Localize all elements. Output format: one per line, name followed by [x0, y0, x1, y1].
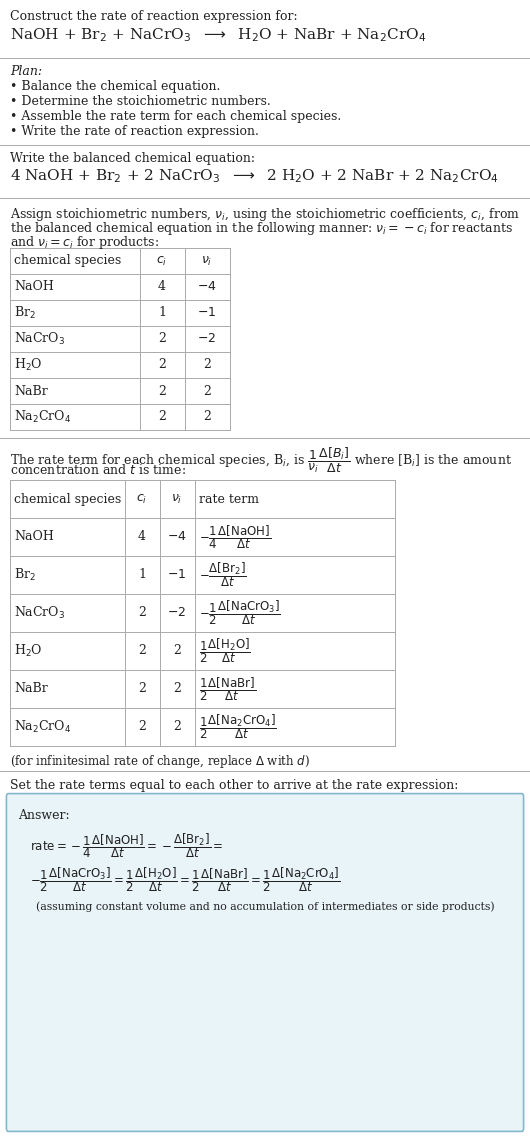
Text: $-1$: $-1$	[197, 307, 217, 319]
Text: $-\dfrac{1}{4}\dfrac{\Delta[\mathrm{NaOH}]}{\Delta t}$: $-\dfrac{1}{4}\dfrac{\Delta[\mathrm{NaOH…	[199, 524, 271, 551]
Text: $\nu_i$: $\nu_i$	[171, 492, 183, 506]
Text: NaBr: NaBr	[14, 384, 48, 398]
Text: 2: 2	[158, 384, 166, 398]
Text: rate term: rate term	[199, 493, 259, 506]
Text: Plan:: Plan:	[10, 65, 42, 78]
Text: Answer:: Answer:	[18, 809, 69, 822]
Text: Construct the rate of reaction expression for:: Construct the rate of reaction expressio…	[10, 10, 298, 23]
Text: $\dfrac{1}{2}\dfrac{\Delta[\mathrm{NaBr}]}{\Delta t}$: $\dfrac{1}{2}\dfrac{\Delta[\mathrm{NaBr}…	[199, 675, 256, 703]
Text: 2: 2	[138, 720, 146, 734]
Text: $c_i$: $c_i$	[136, 492, 148, 506]
Text: chemical species: chemical species	[14, 493, 121, 506]
Text: 2: 2	[158, 410, 166, 424]
Text: Assign stoichiometric numbers, $\nu_i$, using the stoichiometric coefficients, $: Assign stoichiometric numbers, $\nu_i$, …	[10, 206, 520, 223]
Text: chemical species: chemical species	[14, 254, 121, 267]
Text: 4: 4	[138, 531, 146, 543]
Text: • Write the rate of reaction expression.: • Write the rate of reaction expression.	[10, 125, 259, 137]
Text: Set the rate terms equal to each other to arrive at the rate expression:: Set the rate terms equal to each other t…	[10, 779, 458, 792]
Text: NaOH + Br$_2$ + NaCrO$_3$  $\longrightarrow$  H$_2$O + NaBr + Na$_2$CrO$_4$: NaOH + Br$_2$ + NaCrO$_3$ $\longrightarr…	[10, 26, 426, 43]
Text: $c_i$: $c_i$	[156, 254, 167, 268]
Text: $-\dfrac{\Delta[\mathrm{Br}_2]}{\Delta t}$: $-\dfrac{\Delta[\mathrm{Br}_2]}{\Delta t…	[199, 560, 246, 590]
Text: H$_2$O: H$_2$O	[14, 357, 42, 373]
Text: $-2$: $-2$	[198, 333, 217, 345]
Text: and $\nu_i = c_i$ for products:: and $\nu_i = c_i$ for products:	[10, 234, 159, 251]
Text: Write the balanced chemical equation:: Write the balanced chemical equation:	[10, 152, 255, 165]
Text: 1: 1	[138, 568, 146, 582]
Text: NaCrO$_3$: NaCrO$_3$	[14, 331, 65, 348]
Text: $-1$: $-1$	[167, 568, 187, 582]
Text: Br$_2$: Br$_2$	[14, 304, 36, 321]
Text: 2: 2	[173, 720, 181, 734]
Text: the balanced chemical equation in the following manner: $\nu_i = -c_i$ for react: the balanced chemical equation in the fo…	[10, 220, 513, 237]
Text: • Determine the stoichiometric numbers.: • Determine the stoichiometric numbers.	[10, 95, 271, 108]
Text: 4 NaOH + Br$_2$ + 2 NaCrO$_3$  $\longrightarrow$  2 H$_2$O + 2 NaBr + 2 Na$_2$Cr: 4 NaOH + Br$_2$ + 2 NaCrO$_3$ $\longrigh…	[10, 167, 499, 185]
Text: The rate term for each chemical species, B$_i$, is $\dfrac{1}{\nu_i}\dfrac{\Delt: The rate term for each chemical species,…	[10, 446, 512, 475]
Text: $-4$: $-4$	[197, 281, 217, 293]
Text: 1: 1	[158, 307, 166, 319]
Text: • Balance the chemical equation.: • Balance the chemical equation.	[10, 80, 220, 93]
Text: Na$_2$CrO$_4$: Na$_2$CrO$_4$	[14, 409, 72, 425]
Text: 2: 2	[138, 607, 146, 619]
Text: Na$_2$CrO$_4$: Na$_2$CrO$_4$	[14, 719, 72, 735]
Text: NaBr: NaBr	[14, 683, 48, 695]
Text: • Assemble the rate term for each chemical species.: • Assemble the rate term for each chemic…	[10, 110, 341, 123]
Text: NaOH: NaOH	[14, 281, 54, 293]
Text: 2: 2	[203, 359, 211, 371]
Text: $-2$: $-2$	[167, 607, 187, 619]
Text: Br$_2$: Br$_2$	[14, 567, 36, 583]
Text: $-\dfrac{1}{2}\dfrac{\Delta[\mathrm{NaCrO}_3]}{\Delta t} = \dfrac{1}{2}\dfrac{\D: $-\dfrac{1}{2}\dfrac{\Delta[\mathrm{NaCr…	[30, 864, 340, 894]
Text: 2: 2	[138, 644, 146, 658]
Text: $\mathrm{rate} = -\dfrac{1}{4}\dfrac{\Delta[\mathrm{NaOH}]}{\Delta t} = -\dfrac{: $\mathrm{rate} = -\dfrac{1}{4}\dfrac{\De…	[30, 832, 224, 860]
Text: (assuming constant volume and no accumulation of intermediates or side products): (assuming constant volume and no accumul…	[36, 901, 494, 911]
Text: 4: 4	[158, 281, 166, 293]
Text: 2: 2	[173, 683, 181, 695]
Text: $-4$: $-4$	[167, 531, 187, 543]
Text: NaOH: NaOH	[14, 531, 54, 543]
Text: 2: 2	[203, 410, 211, 424]
Text: 2: 2	[158, 359, 166, 371]
Text: 2: 2	[158, 333, 166, 345]
Text: 2: 2	[173, 644, 181, 658]
Text: $\dfrac{1}{2}\dfrac{\Delta[\mathrm{Na}_2\mathrm{CrO}_4]}{\Delta t}$: $\dfrac{1}{2}\dfrac{\Delta[\mathrm{Na}_2…	[199, 712, 277, 742]
Text: $-\dfrac{1}{2}\dfrac{\Delta[\mathrm{NaCrO}_3]}{\Delta t}$: $-\dfrac{1}{2}\dfrac{\Delta[\mathrm{NaCr…	[199, 599, 281, 627]
Text: NaCrO$_3$: NaCrO$_3$	[14, 605, 65, 621]
Text: concentration and $t$ is time:: concentration and $t$ is time:	[10, 463, 186, 477]
Text: 2: 2	[203, 384, 211, 398]
Text: $\nu_i$: $\nu_i$	[201, 254, 213, 268]
Text: (for infinitesimal rate of change, replace $\Delta$ with $d$): (for infinitesimal rate of change, repla…	[10, 753, 310, 770]
FancyBboxPatch shape	[6, 794, 524, 1131]
Text: H$_2$O: H$_2$O	[14, 643, 42, 659]
Text: 2: 2	[138, 683, 146, 695]
Text: $\dfrac{1}{2}\dfrac{\Delta[\mathrm{H}_2\mathrm{O}]}{\Delta t}$: $\dfrac{1}{2}\dfrac{\Delta[\mathrm{H}_2\…	[199, 636, 251, 666]
